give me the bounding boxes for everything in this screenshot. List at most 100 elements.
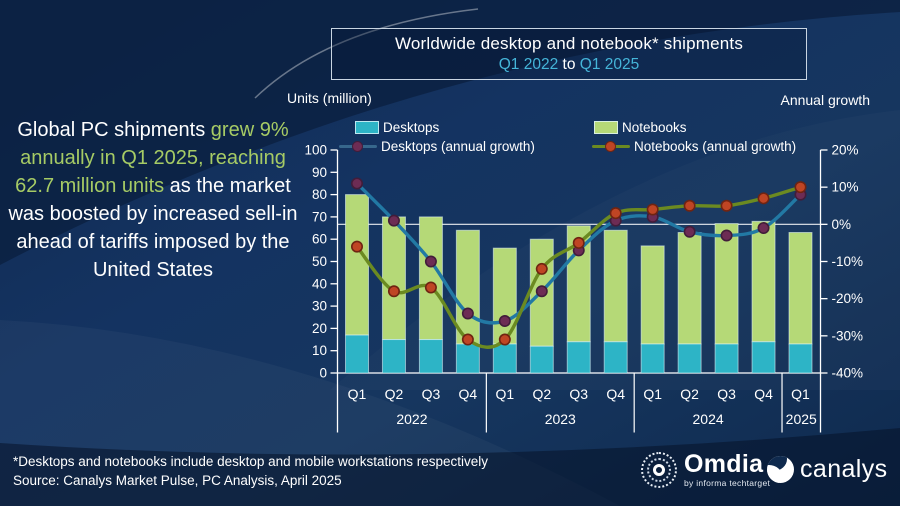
desktops-growth-point-q4	[757, 222, 770, 235]
notebooks-growth-point-q3	[572, 236, 585, 249]
range-start: Q1 2022	[498, 55, 559, 73]
desktops-growth-point-q4	[461, 307, 474, 320]
desktops-growth-point-q2	[535, 285, 548, 298]
left-axis-tick-label: 30	[312, 299, 327, 314]
quarter-label: Q4	[606, 386, 625, 402]
right-axis-caption: Annual growth	[780, 92, 870, 108]
footnote-text: *Desktops and notebooks include desktop …	[13, 454, 489, 469]
right-axis-tick-label: 10%	[832, 180, 859, 195]
footer-notes: *Desktops and notebooks include desktop …	[13, 452, 488, 490]
notebooks-growth-marker-icon	[592, 139, 630, 153]
quarter-label: Q3	[569, 386, 588, 402]
canalys-logo: canalys	[767, 455, 888, 484]
bar-desktops-q1	[345, 334, 369, 374]
notebooks-growth-point-q2	[683, 199, 696, 212]
bar-desktops-q4	[751, 341, 776, 374]
notebooks-growth-point-q1	[350, 240, 363, 253]
year-label: 2023	[545, 411, 576, 427]
quarter-label: Q3	[422, 386, 441, 402]
bar-notebooks-q2	[677, 232, 702, 345]
canalys-swoosh-icon	[767, 456, 794, 483]
notebooks-growth-point-q4	[757, 192, 770, 205]
right-axis-tick-label: -20%	[832, 291, 864, 306]
canalys-wordmark: canalys	[800, 455, 888, 483]
notebooks-growth-point-q3	[720, 199, 733, 212]
left-axis-tick-label: 0	[319, 366, 327, 381]
insight-highlight: grew 9% annually in Q1 2025, reaching 62…	[15, 119, 289, 197]
bar-desktops-q2	[381, 339, 406, 374]
bar-desktops-q4	[603, 341, 628, 374]
left-axis-caption: Units (million)	[287, 90, 372, 106]
omdia-logo: Omdia by informa techtarget	[641, 452, 770, 488]
bar-notebooks-q3	[418, 216, 443, 341]
right-axis-tick-label: -40%	[832, 366, 864, 381]
desktops-growth-point-q1	[350, 177, 363, 190]
legend-desktops-growth-label: Desktops (annual growth)	[381, 138, 535, 154]
notebooks-swatch-icon	[594, 120, 618, 134]
legend-notebooks: Notebooks	[594, 119, 687, 135]
quarter-label: Q4	[459, 386, 478, 402]
chart-title-box: Worldwide desktop and notebook* shipment…	[331, 28, 807, 80]
notebooks-growth-point-q1	[498, 333, 511, 346]
left-axis-tick-label: 90	[312, 165, 327, 180]
quarter-label: Q2	[680, 386, 699, 402]
notebooks-growth-point-q1	[646, 203, 659, 216]
left-axis-tick-label: 40	[312, 276, 327, 291]
range-separator: to	[558, 55, 580, 73]
quarter-label: Q1	[643, 386, 662, 402]
insight-part-1: Global PC shipments	[17, 119, 211, 141]
right-axis-tick-label: -30%	[832, 328, 864, 343]
quarter-label: Q1	[495, 386, 514, 402]
legend-notebooks-growth: Notebooks (annual growth)	[592, 138, 796, 154]
quarter-label: Q1	[791, 386, 810, 402]
bar-notebooks-q1	[788, 232, 813, 345]
bar-desktops-q3	[418, 339, 443, 374]
omdia-tagline: by informa techtarget	[684, 478, 771, 489]
bar-desktops-q3	[714, 343, 739, 374]
bar-desktops-q2	[529, 345, 554, 374]
desktops-growth-point-q2	[387, 214, 400, 227]
legend-desktops-growth: Desktops (annual growth)	[339, 138, 535, 154]
left-axis-tick-label: 100	[304, 143, 327, 158]
legend-notebooks-growth-label: Notebooks (annual growth)	[634, 138, 797, 154]
desktops-growth-point-q3	[720, 229, 733, 242]
desktops-growth-marker-icon	[339, 139, 377, 153]
bar-desktops-q1	[640, 343, 665, 374]
year-label: 2022	[396, 411, 427, 427]
bar-desktops-q4	[455, 343, 480, 374]
quarter-label: Q3	[717, 386, 736, 402]
source-text: Source: Canalys Market Pulse, PC Analysi…	[13, 473, 342, 488]
omdia-wordmark: Omdia	[684, 450, 764, 479]
bar-notebooks-q4	[455, 229, 480, 345]
year-label: 2024	[693, 411, 724, 427]
desktops-growth-point-q1	[498, 314, 511, 327]
right-axis-tick-label: 0%	[832, 217, 852, 232]
left-axis-tick-label: 20	[312, 321, 327, 336]
quarter-label: Q2	[385, 386, 404, 402]
notebooks-growth-point-q2	[535, 262, 548, 275]
chart-title-range: Q1 2022 to Q1 2025	[499, 55, 639, 75]
range-end: Q1 2025	[579, 55, 640, 73]
quarter-label: Q1	[348, 386, 367, 402]
left-axis-tick-label: 50	[312, 254, 327, 269]
bar-desktops-q1	[788, 343, 813, 374]
right-axis-tick-label: 20%	[832, 143, 859, 158]
bar-notebooks-q4	[603, 229, 628, 343]
quarter-label: Q2	[532, 386, 551, 402]
desktops-swatch-icon	[355, 120, 379, 134]
key-insight-text: Global PC shipments grew 9% annually in …	[8, 116, 298, 284]
left-axis-tick-label: 70	[312, 209, 327, 224]
desktops-growth-point-q2	[683, 225, 696, 238]
notebooks-growth-point-q3	[424, 281, 437, 294]
legend-desktops-label: Desktops	[383, 119, 440, 135]
bar-notebooks-q1	[640, 245, 665, 345]
desktops-growth-point-q3	[424, 255, 437, 268]
bar-notebooks-q4	[751, 220, 776, 343]
legend-notebooks-label: Notebooks	[622, 119, 687, 135]
right-axis-tick-label: -10%	[832, 254, 864, 269]
quarter-label: Q4	[754, 386, 773, 402]
bar-notebooks-q1	[345, 194, 369, 336]
